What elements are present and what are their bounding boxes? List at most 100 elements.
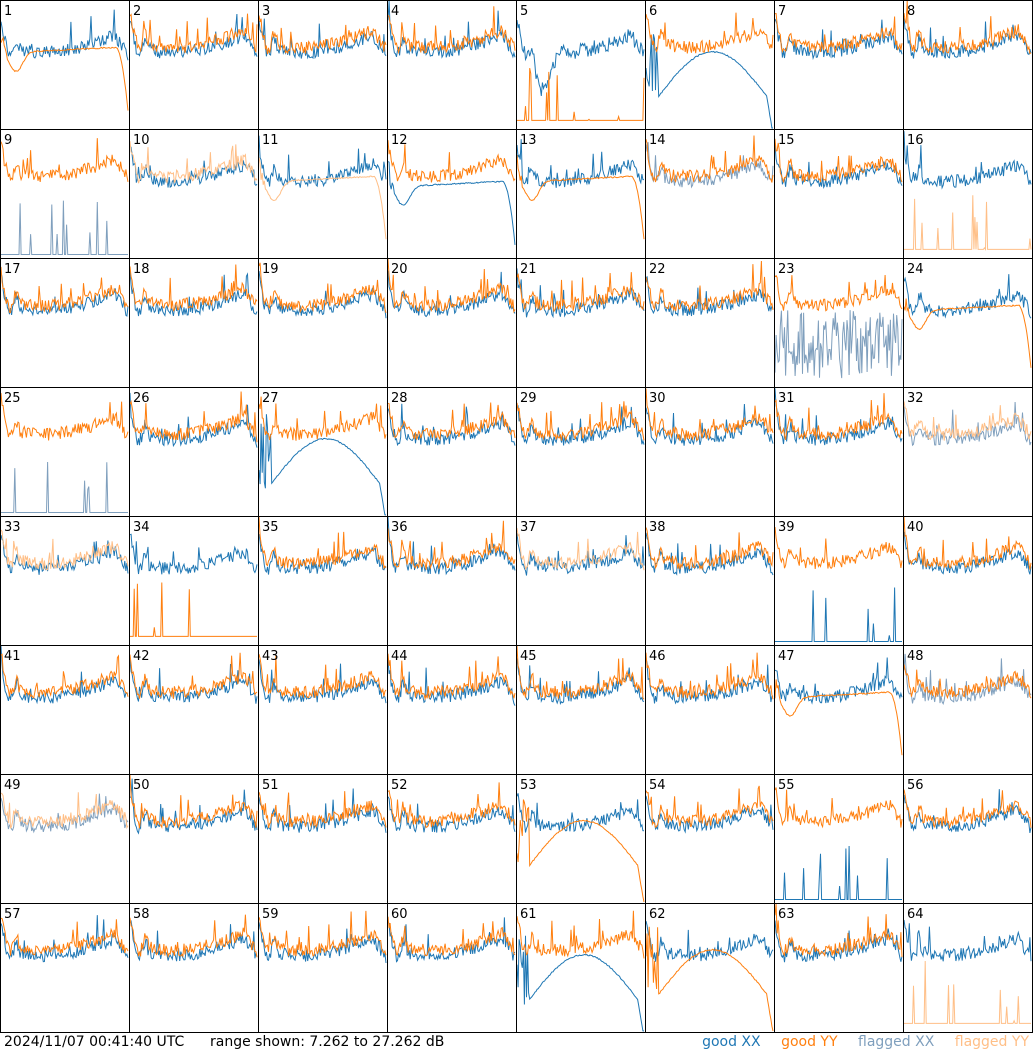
- panel-16-yy-line: [904, 195, 1032, 251]
- panel-9-yy-line: [0, 138, 129, 182]
- panel-25-yy-line: [0, 392, 129, 441]
- panel-64-yy-line: [904, 960, 1031, 1024]
- panel-15: 15: [774, 129, 904, 259]
- panel-54-yy-line: [645, 785, 774, 829]
- panel-34-xx-line: [129, 533, 258, 575]
- panel-16-xx-line: [903, 131, 1032, 190]
- panel-26: 26: [129, 387, 259, 517]
- panel-29-label: 29: [520, 391, 537, 406]
- panel-32-frame: [903, 387, 1033, 517]
- panel-8-label: 8: [907, 4, 915, 19]
- panel-7-label: 7: [778, 4, 786, 19]
- panel-62-frame: [645, 903, 775, 1033]
- panel-39-frame: [774, 516, 904, 646]
- panel-47: 47: [774, 645, 904, 775]
- panel-64: 64: [903, 903, 1033, 1033]
- panel-18-frame: [129, 258, 259, 388]
- panel-22-label: 22: [649, 262, 666, 277]
- panel-1-yy-line: [0, 36, 129, 111]
- panel-5-frame: [516, 0, 646, 130]
- panel-60-frame: [387, 903, 517, 1033]
- panel-58-label: 58: [133, 907, 150, 922]
- panel-44-yy-line: [387, 653, 516, 701]
- panel-11-label: 11: [262, 133, 279, 148]
- panel-55-xx-line: [775, 845, 902, 900]
- panel-25-label: 25: [4, 391, 21, 406]
- panel-1-xx-line: [0, 9, 129, 61]
- panel-8: 8: [903, 0, 1033, 130]
- panel-26-frame: [129, 387, 259, 517]
- panel-10-xx-line: [129, 146, 258, 189]
- panel-3-label: 3: [262, 4, 270, 19]
- panel-41-frame: [0, 645, 130, 775]
- panel-35: 35: [258, 516, 388, 646]
- panel-15-yy-line: [774, 138, 903, 183]
- panel-56: 56: [903, 774, 1033, 904]
- panel-22-frame: [645, 258, 775, 388]
- panel-59-xx-line: [258, 922, 387, 964]
- panel-59: 59: [258, 903, 388, 1033]
- panel-15-frame: [774, 129, 904, 259]
- panel-60-xx-line: [387, 917, 516, 963]
- panel-1-label: 1: [4, 4, 12, 19]
- panel-51: 51: [258, 774, 388, 904]
- panel-27-yy-line: [258, 396, 387, 441]
- panel-14: 14: [645, 129, 775, 259]
- panel-64-xx-line: [903, 919, 1032, 962]
- panel-6-frame: [645, 0, 775, 130]
- panel-62-yy-line: [645, 926, 774, 1032]
- panel-58-xx-line: [129, 919, 258, 962]
- panel-4-yy-line: [387, 6, 516, 55]
- panel-20-yy-line: [387, 258, 516, 314]
- panel-14-frame: [645, 129, 775, 259]
- panel-43: 43: [258, 645, 388, 775]
- panel-27-label: 27: [262, 391, 279, 406]
- panel-6: 6: [645, 0, 775, 130]
- panel-53-label: 53: [520, 778, 537, 793]
- panel-59-yy-line: [258, 910, 387, 957]
- panel-59-frame: [258, 903, 388, 1033]
- panel-41-yy-line: [0, 653, 129, 699]
- panel-22-xx-line: [645, 276, 774, 317]
- panel-47-frame: [774, 645, 904, 775]
- panel-33-label: 33: [4, 520, 21, 535]
- panel-52: 52: [387, 774, 517, 904]
- panel-49-frame: [0, 774, 130, 904]
- panel-47-label: 47: [778, 649, 795, 664]
- panel-23-label: 23: [778, 262, 795, 277]
- panel-28-xx-line: [387, 403, 516, 447]
- panel-13-yy-line: [516, 154, 645, 240]
- panel-43-label: 43: [262, 649, 279, 664]
- panel-15-label: 15: [778, 133, 795, 148]
- panel-3: 3: [258, 0, 388, 130]
- panel-7-yy-line: [774, 12, 903, 54]
- panel-48-frame: [903, 645, 1033, 775]
- panel-13-frame: [516, 129, 646, 259]
- panel-61-yy-line: [516, 910, 645, 959]
- panel-45-frame: [516, 645, 646, 775]
- panel-31: 31: [774, 387, 904, 517]
- panel-31-label: 31: [778, 391, 795, 406]
- panel-42: 42: [129, 645, 259, 775]
- panel-24: 24: [903, 258, 1033, 388]
- panel-3-xx-line: [258, 18, 387, 60]
- panel-19-xx-line: [258, 271, 387, 319]
- panel-20-label: 20: [391, 262, 408, 277]
- panel-5-yy-line: [517, 68, 645, 121]
- panel-38-yy-line: [645, 527, 774, 571]
- panel-9: 9: [0, 129, 130, 259]
- panel-32-yy-line: [903, 401, 1032, 441]
- panel-40-xx-line: [903, 531, 1032, 575]
- panel-20-frame: [387, 258, 517, 388]
- legend: good XX good YY flagged XX flagged YY: [702, 1034, 1029, 1050]
- panel-55: 55: [774, 774, 904, 904]
- panel-31-yy-line: [774, 393, 903, 441]
- panel-44: 44: [387, 645, 517, 775]
- panel-18-yy-line: [129, 264, 258, 312]
- panel-30-yy-line: [645, 388, 774, 442]
- panel-2-label: 2: [133, 4, 141, 19]
- panel-49-label: 49: [4, 778, 21, 793]
- panel-14-label: 14: [649, 133, 666, 148]
- panel-49: 49: [0, 774, 130, 904]
